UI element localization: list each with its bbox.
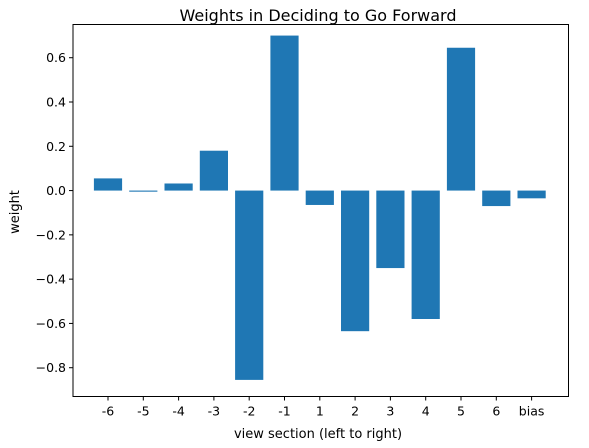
y-tick-label: 0.0 xyxy=(46,183,66,198)
x-tick-label: 1 xyxy=(316,404,324,419)
bar--4 xyxy=(164,183,193,191)
y-axis: −0.8 −0.6 −0.4 −0.2 0.0 0.2 0.4 0.6 xyxy=(36,50,73,375)
bars-group xyxy=(93,35,546,380)
bar-6 xyxy=(482,190,511,207)
x-axis: -6 -5 -4 -3 -2 -1 1 2 3 4 5 6 bias xyxy=(102,396,545,419)
x-tick-label: bias xyxy=(519,404,545,419)
x-tick-label: 2 xyxy=(351,404,359,419)
plot-frame xyxy=(72,24,569,397)
x-tick-label: 6 xyxy=(492,404,500,419)
y-axis-label: weight xyxy=(8,190,23,234)
y-tick-label: −0.2 xyxy=(36,227,66,242)
bar-2 xyxy=(341,190,370,332)
bar--1 xyxy=(270,35,299,191)
x-axis-label: view section (left to right) xyxy=(234,427,402,442)
bar-3 xyxy=(376,190,405,269)
x-tick-label: -6 xyxy=(102,404,115,419)
x-tick-label: 5 xyxy=(457,404,465,419)
x-tick-label: 3 xyxy=(386,404,394,419)
bar-bias xyxy=(517,190,546,199)
x-tick-label: 4 xyxy=(422,404,430,419)
bar--2 xyxy=(235,190,264,380)
bar--6 xyxy=(93,178,123,191)
y-tick-label: −0.8 xyxy=(36,360,66,375)
bar-5 xyxy=(446,47,476,191)
bar--3 xyxy=(199,150,228,191)
x-tick-label: -2 xyxy=(243,404,255,419)
bar--5 xyxy=(129,190,158,192)
chart-title: Weights in Deciding to Go Forward xyxy=(180,6,457,25)
y-tick-label: 0.2 xyxy=(46,139,66,154)
y-tick-label: −0.4 xyxy=(36,272,66,287)
y-tick-label: −0.6 xyxy=(36,316,66,331)
bar-1 xyxy=(305,190,334,205)
y-tick-label: 0.6 xyxy=(46,50,66,65)
x-tick-label: -3 xyxy=(208,404,220,419)
x-tick-label: -1 xyxy=(278,404,290,419)
x-tick-label: -5 xyxy=(137,404,149,419)
bar-4 xyxy=(411,190,440,319)
y-tick-label: 0.4 xyxy=(46,95,66,110)
x-tick-label: -4 xyxy=(172,404,185,419)
